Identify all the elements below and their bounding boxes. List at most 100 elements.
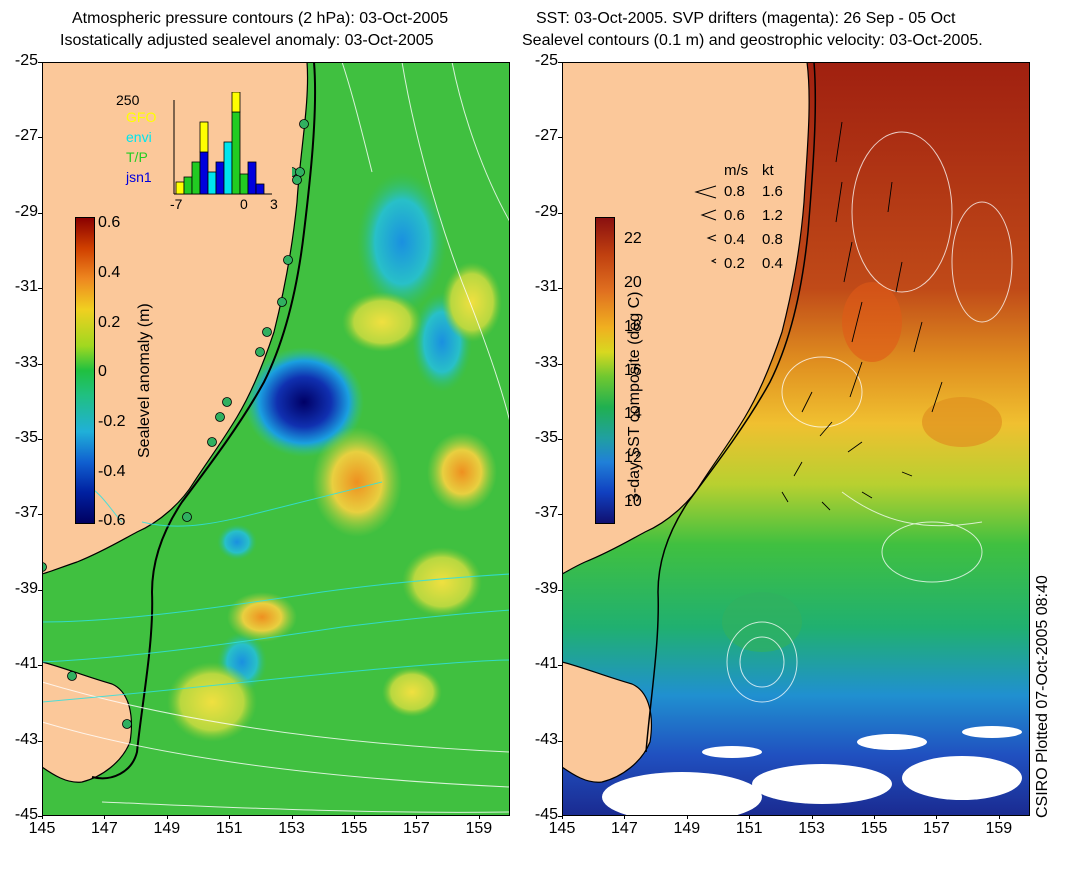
velocity-arrows [781, 121, 943, 511]
left-lon-tickmark [42, 815, 43, 819]
coastal-stations [42, 119, 309, 729]
inset-xtick-min: -7 [170, 196, 183, 212]
speed-row-4-ms: 0.2 [724, 255, 745, 272]
right-lon-tick-label: 153 [798, 820, 825, 837]
left-lat-tickmark [38, 137, 42, 139]
left-lat-tick-label: -39 [14, 579, 38, 597]
right-title-line1: SST: 03-Oct-2005. SVP drifters (magenta)… [536, 10, 956, 27]
sealevel-cbar-tick-1: 0.4 [98, 264, 121, 281]
right-lat-tickmark [558, 589, 562, 591]
right-lat-tick-label: -39 [534, 579, 558, 597]
left-lon-tickmark [229, 815, 231, 819]
left-lon-tickmark [291, 815, 293, 819]
right-lat-tick-label: -33 [534, 353, 558, 371]
left-lat-tickmark [38, 288, 42, 290]
inset-series-envi: envi [126, 129, 152, 145]
sst-cbar-tick-1: 20 [624, 274, 642, 291]
left-lat-tick-label: -45 [14, 806, 38, 823]
right-lon-tick-label: 145 [548, 820, 576, 837]
right-lon-tickmark [811, 815, 813, 819]
right-lat-tick-label: -27 [534, 127, 558, 145]
speed-legend: m/s kt 0.8 1.6 0.6 1.2 0.4 0.8 0.2 0.4 [692, 162, 812, 277]
right-lon-tick-label: 159 [985, 820, 1013, 837]
sst-cbar-tick-4: 14 [624, 405, 642, 422]
right-lon-tick-label: 157 [923, 820, 950, 837]
speed-row-1-ms: 0.8 [724, 183, 745, 200]
right-lon-tickmark [624, 815, 626, 819]
inset-series-gfo: GFO [126, 109, 157, 125]
right-lat-tickmark [558, 439, 562, 440]
left-lat-tick-label: -33 [14, 353, 38, 371]
right-lon-tick-label: 151 [735, 820, 763, 837]
right-lon-tickmark [874, 815, 875, 819]
right-lat-tick-label: -37 [534, 504, 558, 522]
inset-xtick-zero: 0 [240, 196, 248, 212]
inset-series-jsn1: jsn1 [126, 169, 152, 185]
inset-ymax-label: 250 [116, 92, 140, 108]
left-lon-tick-label: 147 [91, 820, 118, 837]
left-lon-tickmark [166, 815, 168, 819]
speed-row-1-kt: 1.6 [762, 183, 783, 200]
right-lat-tick-label: -31 [534, 278, 558, 296]
right-lat-tick-label: -43 [534, 730, 558, 748]
sealevel-colorbar-label: Sealevel anomaly (m) [136, 303, 153, 458]
left-lon-tickmark [104, 815, 106, 819]
left-lat-tickmark [38, 439, 42, 440]
inset-bars [173, 92, 272, 195]
right-title-line2: Sealevel contours (0.1 m) and geostrophi… [522, 32, 983, 49]
right-lat-tick-label: -29 [534, 202, 558, 220]
speed-legend-header-kt: kt [762, 162, 774, 179]
right-lon-tickmark [562, 815, 563, 819]
left-lat-tick-label: -35 [14, 429, 38, 446]
right-lat-tickmark [558, 288, 562, 290]
left-lon-tick-label: 159 [465, 820, 493, 837]
satellite-histogram-inset: 250 GFO envi T/P jsn1 -7 [102, 92, 292, 212]
right-lat-tickmark [558, 212, 562, 214]
left-lat-tick-label: -41 [14, 655, 38, 673]
right-lon-tick-label: 147 [611, 820, 638, 837]
left-lat-tickmark [38, 816, 42, 817]
left-lat-tickmark [38, 740, 42, 742]
right-lat-tick-label: -35 [534, 429, 558, 446]
sealevel-cbar-tick-5: -0.4 [98, 463, 126, 480]
sealevel-cbar-tick-6: -0.6 [98, 512, 126, 529]
right-lat-tick-label: -25 [534, 52, 558, 69]
right-lon-tickmark [998, 815, 1000, 819]
left-lon-tick-label: 149 [153, 820, 181, 837]
right-lat-tickmark [558, 363, 562, 365]
right-lat-tickmark [558, 740, 562, 742]
left-lon-tick-label: 155 [340, 820, 368, 837]
sst-colorbar-label: 3-day SST composite (deg C) [626, 291, 643, 502]
left-lon-tickmark [354, 815, 355, 819]
right-lon-tick-label: 155 [860, 820, 888, 837]
speed-row-3-ms: 0.4 [724, 231, 745, 248]
left-lat-tickmark [38, 363, 42, 365]
right-lat-tick-label: -45 [534, 806, 558, 823]
left-lat-tickmark [38, 665, 42, 667]
speed-row-2-kt: 1.2 [762, 207, 783, 224]
inset-xtick-max: 3 [270, 196, 278, 212]
left-lat-tick-label: -25 [14, 52, 38, 69]
left-lon-tick-label: 151 [215, 820, 243, 837]
left-lat-tick-label: -31 [14, 278, 38, 296]
right-lat-tick-label: -41 [534, 655, 558, 673]
sst-cbar-tick-3: 16 [624, 362, 642, 379]
speed-row-2-ms: 0.6 [724, 207, 745, 224]
left-lat-tickmark [38, 62, 42, 63]
left-lat-tick-label: -37 [14, 504, 38, 522]
sst-cbar-tick-6: 10 [624, 493, 642, 510]
sealevel-anomaly-map: 250 GFO envi T/P jsn1 -7 [42, 62, 510, 816]
sst-cbar-tick-5: 12 [624, 449, 642, 466]
inset-series-tp: T/P [126, 149, 148, 165]
speed-legend-arrows [694, 185, 717, 264]
left-lon-tickmark [416, 815, 418, 819]
left-title-line1: Atmospheric pressure contours (2 hPa): 0… [72, 10, 449, 27]
sst-cbar-tick-0: 22 [624, 230, 642, 247]
speed-row-4-kt: 0.4 [762, 255, 783, 272]
right-lat-tickmark [558, 665, 562, 667]
sealevel-cbar-tick-3: 0 [98, 363, 107, 380]
right-lon-tickmark [749, 815, 751, 819]
left-lat-tickmark [38, 589, 42, 591]
left-lat-tick-label: -27 [14, 127, 38, 145]
sealevel-cbar-tick-2: 0.2 [98, 314, 121, 331]
